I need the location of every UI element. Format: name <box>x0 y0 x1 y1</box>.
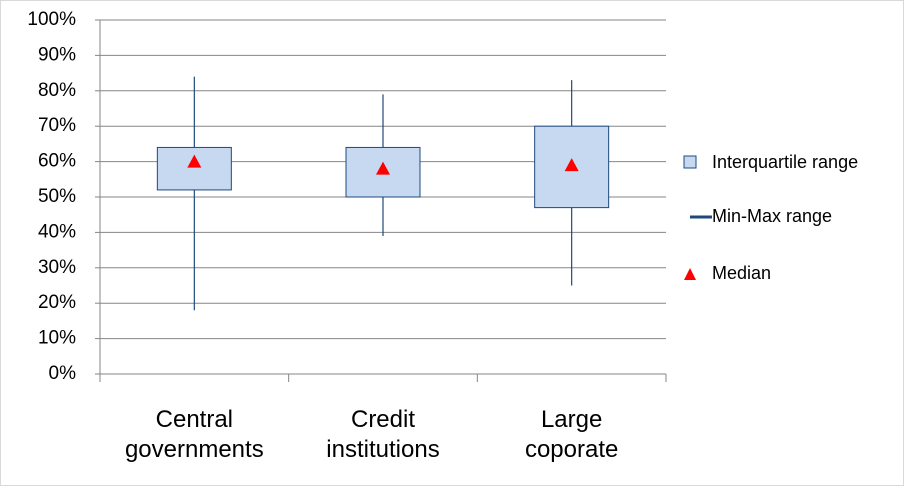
median-marker <box>564 158 579 172</box>
y-tick-label: 30% <box>38 257 76 278</box>
legend-label: Median <box>712 263 771 283</box>
y-tick-label: 50% <box>38 186 76 207</box>
legend-swatch <box>684 268 696 280</box>
y-tick-label: 90% <box>38 44 76 65</box>
legend-label: Min-Max range <box>712 206 832 226</box>
iqr-box <box>156 146 232 191</box>
y-tick-label: 100% <box>27 9 76 30</box>
y-tick-label: 80% <box>38 80 76 101</box>
x-tick-label: Central governments <box>124 406 264 463</box>
legend-label: Interquartile range <box>712 152 858 172</box>
iqr-box <box>534 125 610 209</box>
y-tick-label: 40% <box>38 221 76 242</box>
median-marker <box>187 154 202 168</box>
y-tick-label: 0% <box>49 363 77 384</box>
y-tick-label: 60% <box>38 151 76 172</box>
y-tick-label: 10% <box>38 328 76 349</box>
x-tick-label: Credit institutions <box>326 406 440 463</box>
y-tick-label: 70% <box>38 115 76 136</box>
y-tick-label: 20% <box>38 292 76 313</box>
x-tick-label: Large coporate <box>524 406 619 463</box>
median-marker <box>376 161 390 175</box>
legend-swatch <box>683 155 697 169</box>
